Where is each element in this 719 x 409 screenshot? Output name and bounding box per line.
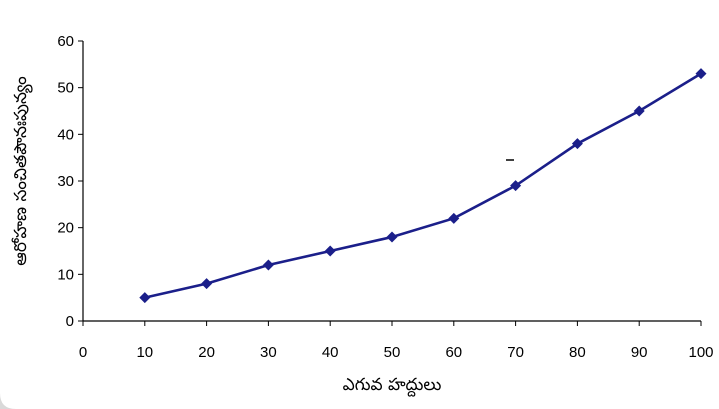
data-point-marker (695, 68, 707, 80)
y-tick-label: 0 (66, 313, 74, 330)
data-point-marker (633, 105, 645, 117)
x-tick-label: 60 (445, 344, 462, 361)
x-axis-title: ఎగువ హద్దులు (343, 375, 442, 397)
y-tick-label: 20 (57, 220, 74, 237)
x-tick-label: 70 (507, 344, 524, 361)
y-tick-label: 60 (57, 33, 74, 50)
corner-decoration (0, 393, 16, 409)
data-point-marker (201, 278, 213, 290)
data-point-marker (386, 231, 398, 243)
data-point-marker (262, 259, 274, 271)
x-tick-label: 30 (260, 344, 277, 361)
series-line (144, 72, 702, 299)
x-tick-label: 90 (631, 344, 648, 361)
x-tick-label: 100 (688, 344, 713, 361)
x-tick-label: 0 (79, 344, 87, 361)
x-axis-ticks: 0 10 20 30 40 50 60 70 80 90 100 (79, 321, 714, 361)
data-points (139, 68, 707, 304)
x-tick-label: 50 (384, 344, 401, 361)
data-point-marker (571, 138, 583, 150)
y-tick-label: 10 (57, 266, 74, 283)
y-tick-label: 50 (57, 80, 74, 97)
y-tick-label: 40 (57, 126, 74, 143)
data-point-marker (139, 292, 151, 304)
data-point-marker (510, 180, 522, 192)
data-point-marker (448, 212, 460, 224)
x-tick-label: 80 (569, 344, 586, 361)
y-axis-title: ఆరోహణ సంచితపౌనఃపున్యం (11, 76, 33, 266)
x-tick-label: 40 (322, 344, 339, 361)
y-axis-ticks: 0 10 20 30 40 50 60 (57, 33, 83, 330)
data-point-marker (324, 245, 336, 257)
x-tick-label: 20 (198, 344, 215, 361)
x-tick-label: 10 (136, 344, 153, 361)
y-tick-label: 30 (57, 173, 74, 190)
